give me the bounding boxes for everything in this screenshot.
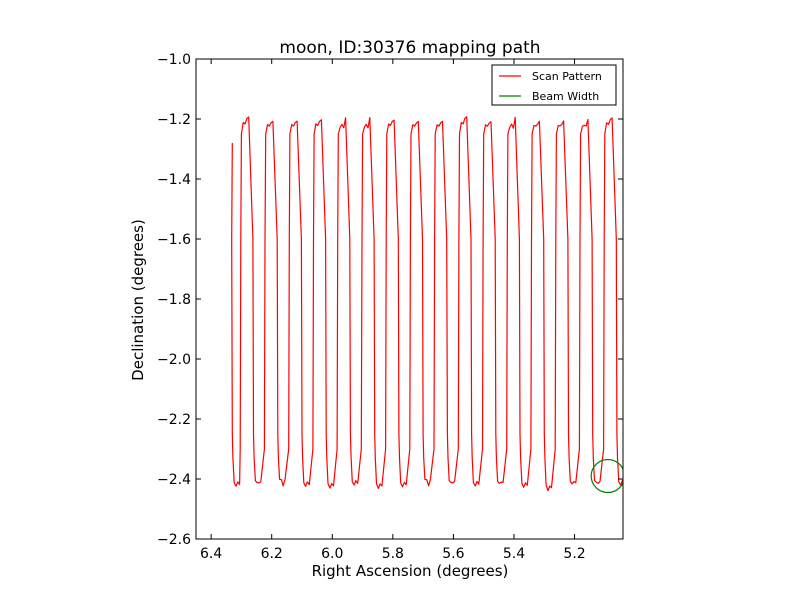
y-tick-label: −1.2: [157, 112, 191, 128]
x-axis-label: Right Ascension (degrees): [312, 562, 509, 580]
y-tick-label: −2.6: [157, 532, 191, 548]
x-tick-label: 6.0: [321, 546, 343, 562]
y-tick-label: −2.0: [157, 352, 191, 368]
x-tick-label: 5.8: [382, 546, 404, 562]
x-tick-label: 5.4: [503, 546, 525, 562]
series-layer: [231, 116, 623, 494]
scan-pattern-line: [231, 116, 623, 492]
x-tick-label: 5.6: [442, 546, 464, 562]
x-tick-label: 6.2: [261, 546, 283, 562]
legend-label-scan-pattern: Scan Pattern: [532, 70, 602, 83]
beam-width-circle: [590, 458, 623, 494]
y-tick-label: −1.6: [157, 232, 191, 248]
legend-label-beam-width: Beam Width: [532, 90, 599, 103]
y-tick-label: −1.8: [157, 292, 191, 308]
plot-area: [196, 59, 623, 539]
y-tick-label: −1.0: [157, 52, 191, 68]
x-tick-label: 5.2: [563, 546, 585, 562]
legend: Scan Pattern Beam Width: [491, 64, 617, 106]
ticks-layer: 6.4 6.2 6.0 5.8 5.6 5.4 5.2 −2.6 −2.4 −2.2 −2.0 −1.…: [157, 52, 623, 562]
chart-title: moon, ID:30376 mapping path: [279, 38, 540, 58]
legend-box: [491, 64, 617, 106]
y-tick-label: −2.4: [157, 472, 191, 488]
y-tick-label: −2.2: [157, 412, 191, 428]
x-tick-label: 6.4: [200, 546, 222, 562]
y-axis-label: Declination (degrees): [129, 219, 147, 381]
y-tick-label: −1.4: [157, 172, 191, 188]
